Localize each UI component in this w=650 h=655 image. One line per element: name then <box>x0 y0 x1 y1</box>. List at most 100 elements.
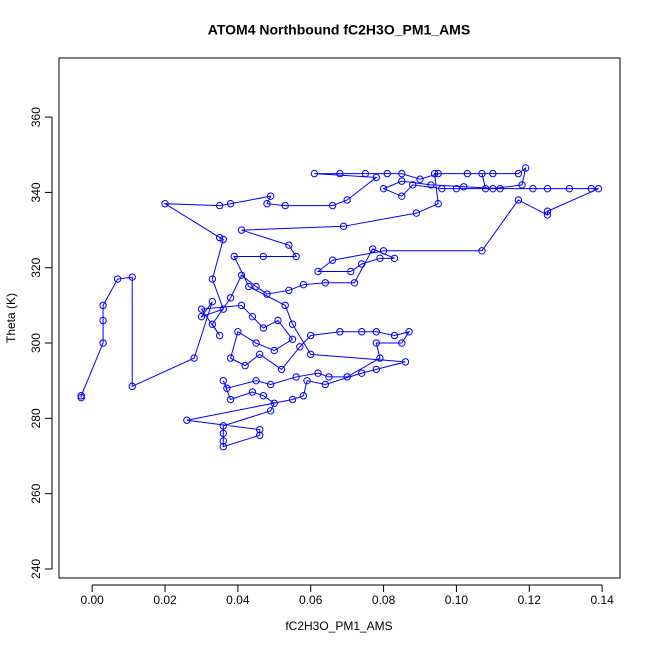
data-point <box>226 294 235 302</box>
data-point <box>230 252 238 261</box>
data-point <box>197 305 206 313</box>
data-point <box>434 169 442 178</box>
data-point <box>463 169 472 178</box>
data-point <box>215 233 224 242</box>
data-point <box>310 169 319 178</box>
data-point <box>226 200 235 208</box>
data-point <box>405 328 413 336</box>
data-point <box>219 442 227 451</box>
data-point <box>208 297 217 306</box>
data-point <box>361 169 370 178</box>
data-point <box>398 339 406 347</box>
x-axis-label: fC2H3O_PM1_AMS <box>285 619 392 633</box>
data-point <box>223 384 231 392</box>
x-tick-label: 0.06 <box>299 593 323 607</box>
data-point <box>274 316 282 325</box>
data-point <box>372 339 380 347</box>
chart-title: ATOM4 Northbound fC2H3O_PM1_AMS <box>208 22 470 38</box>
data-point <box>496 184 504 193</box>
data-point <box>307 331 315 340</box>
data-point <box>328 201 337 210</box>
data-point <box>401 358 410 366</box>
data-point <box>321 380 329 389</box>
data-point <box>263 290 271 298</box>
data-point <box>226 395 235 404</box>
data-point <box>521 164 530 172</box>
data-point <box>299 280 308 289</box>
data-point <box>252 376 260 385</box>
y-tick-label: 340 <box>29 182 43 202</box>
data-point <box>256 425 264 434</box>
data-point <box>215 331 224 340</box>
data-point <box>299 392 308 400</box>
data-point <box>434 200 442 208</box>
x-tick-label: 0.08 <box>372 593 396 607</box>
data-point <box>208 320 217 328</box>
x-tick-label: 0.04 <box>226 593 250 607</box>
data-point <box>266 380 275 389</box>
data-point <box>197 312 206 321</box>
y-tick-label: 300 <box>29 333 43 353</box>
data-point <box>226 354 235 362</box>
y-tick-label: 260 <box>29 483 43 503</box>
data-line <box>80 166 599 448</box>
data-point <box>219 437 227 445</box>
data-point <box>270 399 278 407</box>
data-point <box>376 354 384 362</box>
data-point <box>489 184 497 193</box>
data-point <box>248 388 257 396</box>
data-point <box>379 184 388 193</box>
data-point <box>336 328 344 336</box>
data-point <box>343 373 351 381</box>
data-point <box>514 196 523 204</box>
data-point <box>241 361 249 370</box>
data-point <box>427 181 435 189</box>
data-point <box>350 279 359 287</box>
data-point <box>270 346 278 355</box>
data-point <box>252 339 260 347</box>
data-point <box>489 169 497 178</box>
data-point <box>219 376 227 385</box>
x-tick-label: 0.12 <box>518 593 542 607</box>
data-point <box>215 201 224 210</box>
data-point <box>328 256 337 264</box>
data-point <box>296 343 304 351</box>
data-point <box>398 192 406 200</box>
data-point <box>543 184 552 193</box>
data-point <box>259 252 268 261</box>
data-point <box>481 184 490 193</box>
data-point <box>252 282 260 291</box>
y-tick-label: 240 <box>29 559 43 579</box>
data-point <box>219 235 227 244</box>
y-axis-label: Theta (K) <box>4 293 18 343</box>
data-point <box>314 267 322 276</box>
data-point <box>263 200 271 208</box>
data-point <box>339 222 348 231</box>
data-point <box>314 369 322 377</box>
data-point <box>379 247 388 255</box>
data-point <box>248 312 257 321</box>
data-point <box>343 196 351 204</box>
data-point <box>259 324 268 332</box>
y-tick-label: 320 <box>29 257 43 277</box>
data-point <box>358 260 366 268</box>
data-point <box>281 301 289 310</box>
data-point <box>358 369 366 377</box>
data-point <box>412 209 421 217</box>
x-tick-label: 0.00 <box>80 593 104 607</box>
x-tick-label: 0.14 <box>590 593 614 607</box>
data-point <box>543 207 552 215</box>
data-point <box>398 177 406 185</box>
data-point <box>372 365 380 374</box>
data-point <box>161 200 169 208</box>
data-point <box>565 184 574 193</box>
data-point <box>398 169 406 178</box>
data-point <box>77 393 85 402</box>
data-point <box>372 328 380 336</box>
data-point <box>288 335 297 343</box>
data-point <box>99 339 107 347</box>
data-point <box>266 192 275 200</box>
data-point <box>237 271 246 279</box>
